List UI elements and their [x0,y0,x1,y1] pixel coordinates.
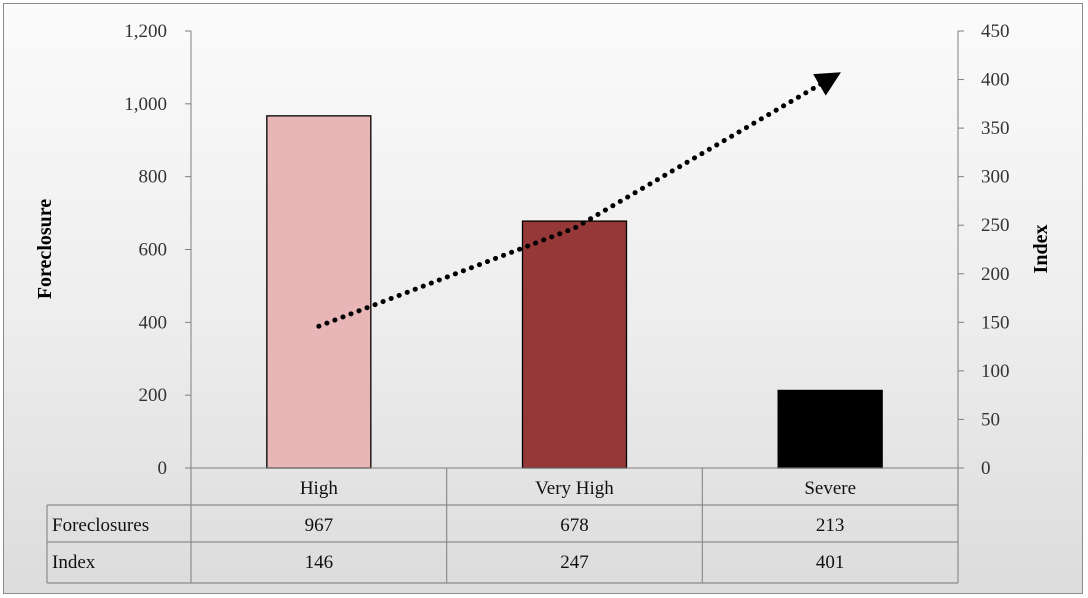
right-tick-label: 100 [981,361,1010,382]
right-tick-label: 400 [981,70,1010,91]
table-row-label: Index [52,552,96,573]
index-line [316,72,841,329]
table-cell: 678 [560,515,589,536]
category-label: High [300,478,339,499]
table-cell: 401 [816,552,845,573]
right-tick-label: 0 [981,458,991,479]
right-tick-label: 300 [981,167,1010,188]
bar-very-high [521,220,628,469]
right-tick-label: 250 [981,215,1010,236]
left-tick-label: 1,200 [124,21,167,42]
right-tick-label: 450 [981,21,1010,42]
left-tick-label: 800 [139,167,168,188]
left-tick-label: 200 [139,385,168,406]
table-cell: 213 [816,515,845,536]
category-label: Severe [804,478,856,499]
table-cell: 967 [305,515,334,536]
left-tick-label: 400 [139,312,168,333]
left-tick-label: 0 [158,458,168,479]
category-label: Very High [535,478,614,499]
table-row-label: Foreclosures [52,515,149,536]
right-tick-label: 200 [981,264,1010,285]
table-cell: 146 [305,552,334,573]
bar-severe [777,389,883,469]
right-axis-title: Index [1030,225,1052,274]
right-tick-label: 50 [981,409,1000,430]
left-tick-label: 600 [139,240,168,261]
bar-high [266,115,372,469]
right-tick-label: 350 [981,118,1010,139]
left-axis-title: Foreclosure [34,199,56,299]
right-tick-label: 150 [981,312,1010,333]
left-tick-label: 1,000 [124,94,167,115]
table-cell: 247 [560,552,589,573]
